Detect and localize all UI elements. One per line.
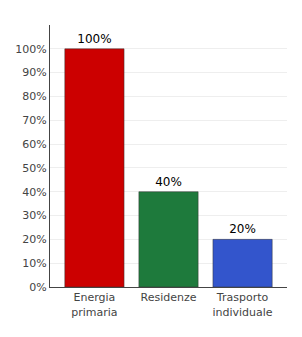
svg-text:Residenze: Residenze	[141, 291, 197, 304]
svg-text:10%: 10%	[22, 257, 46, 270]
svg-text:100%: 100%	[15, 43, 46, 56]
svg-text:20%: 20%	[229, 222, 256, 236]
svg-text:100%: 100%	[77, 32, 111, 46]
svg-text:40%: 40%	[155, 175, 182, 189]
svg-text:90%: 90%	[22, 66, 46, 79]
svg-text:20%: 20%	[22, 233, 46, 246]
svg-text:Energiaprimaria: Energiaprimaria	[71, 291, 117, 318]
svg-text:Trasportoindividuale: Trasportoindividuale	[212, 291, 272, 318]
svg-text:80%: 80%	[22, 90, 46, 103]
svg-text:0%: 0%	[29, 281, 46, 294]
svg-text:30%: 30%	[22, 209, 46, 222]
svg-text:60%: 60%	[22, 138, 46, 151]
svg-text:70%: 70%	[22, 114, 46, 127]
svg-text:50%: 50%	[22, 162, 46, 175]
svg-text:40%: 40%	[22, 186, 46, 199]
